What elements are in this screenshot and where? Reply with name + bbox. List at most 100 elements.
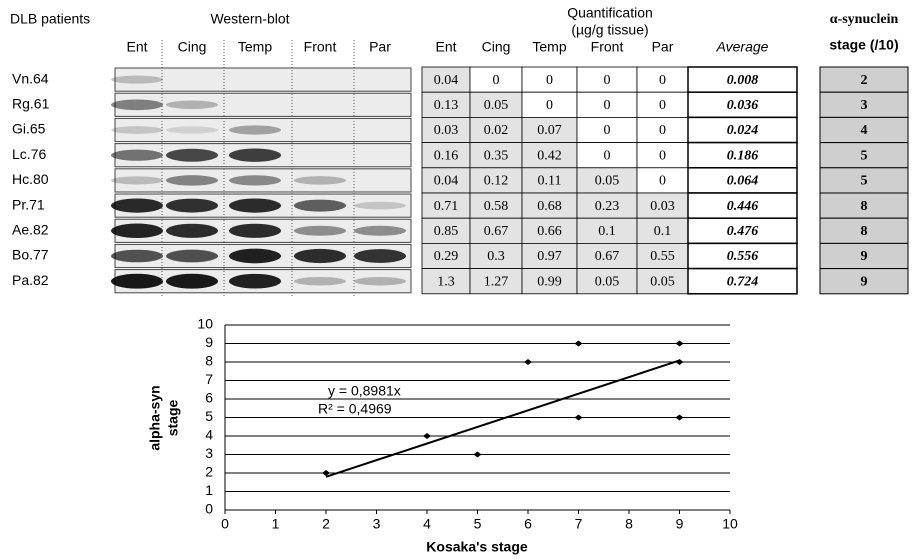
stage-value: 8 <box>861 199 868 214</box>
x-tick-label: 10 <box>722 516 738 532</box>
quant-value: 0 <box>659 73 666 88</box>
y-tick-label: 5 <box>205 408 213 424</box>
quant-value: 0.97 <box>537 249 562 264</box>
x-tick-label: 8 <box>625 516 633 532</box>
y-tick-label: 9 <box>205 334 213 350</box>
y-tick-label: 2 <box>205 464 213 480</box>
blot-band <box>354 202 406 210</box>
quant-column-header: Temp <box>532 39 566 55</box>
quant-value: 0.67 <box>595 249 620 264</box>
blot-band <box>294 277 346 286</box>
blot-column-header: Ent <box>126 39 147 55</box>
y-tick-label: 4 <box>205 427 213 443</box>
quant-value: 0.16 <box>434 148 459 163</box>
quant-value: 1.3 <box>437 274 455 289</box>
quant-value: 0.13 <box>434 98 459 113</box>
x-tick-label: 3 <box>373 516 381 532</box>
patient-label: Bo.77 <box>12 247 49 263</box>
blot-band <box>111 224 163 239</box>
stage-value: 3 <box>861 98 868 113</box>
average-value: 0.024 <box>727 123 759 138</box>
y-tick-label: 6 <box>205 390 213 406</box>
blot-band <box>166 126 218 133</box>
blot-band <box>354 249 406 263</box>
average-value: 0.008 <box>727 73 759 88</box>
y-tick-label: 3 <box>205 445 213 461</box>
quant-value: 0.04 <box>434 73 459 88</box>
point <box>676 415 684 421</box>
y-tick-label: 10 <box>197 316 213 332</box>
x-tick-label: 1 <box>272 516 280 532</box>
quant-value: 0.1 <box>654 224 672 239</box>
blot-column-header: Temp <box>238 39 272 55</box>
blot-title: DLB patients <box>10 11 90 27</box>
quant-title: Quantification <box>567 5 653 21</box>
blot-band <box>111 198 163 212</box>
patient-label: Ae.82 <box>12 222 49 238</box>
trend-r2: R² = 0,4969 <box>318 401 392 417</box>
trendline <box>326 360 680 476</box>
patient-label: Lc.76 <box>12 146 46 162</box>
point <box>524 359 532 365</box>
quant-value: 0 <box>659 174 666 189</box>
blot-band <box>111 274 163 289</box>
blot-column-header: Par <box>369 39 391 55</box>
quant-value: 1.27 <box>484 274 509 289</box>
blot-band <box>111 126 163 134</box>
stage-value: 2 <box>861 73 868 88</box>
quant-value: 0 <box>604 123 611 138</box>
quant-value: 0.71 <box>434 199 459 214</box>
blot-band <box>166 175 218 185</box>
blot-band <box>229 199 281 213</box>
stage-value: 9 <box>861 274 868 289</box>
quant-value: 0.66 <box>537 224 562 239</box>
quant-value: 0 <box>546 73 553 88</box>
quant-column-header: Cing <box>482 39 511 55</box>
quant-value: 0.67 <box>484 224 509 239</box>
y-tick-label: 7 <box>205 371 213 387</box>
blot-band <box>166 274 218 289</box>
stage-subtitle: stage (/10) <box>829 37 898 53</box>
point <box>676 341 684 347</box>
y-axis-label: stage <box>165 400 181 437</box>
stage-value: 4 <box>861 123 868 138</box>
blot-band <box>229 224 281 238</box>
x-tick-label: 6 <box>524 516 532 532</box>
x-tick-label: 5 <box>474 516 482 532</box>
blot-band <box>229 249 281 264</box>
y-axis-label: alpha-syn <box>147 385 163 450</box>
average-value: 0.186 <box>727 148 759 163</box>
quant-value: 0.85 <box>434 224 459 239</box>
point <box>575 415 583 421</box>
x-tick-label: 7 <box>575 516 583 532</box>
trend-equation: y = 0,8981x <box>328 383 401 399</box>
quant-value: 0 <box>659 98 666 113</box>
point <box>474 452 482 458</box>
quant-value: 0 <box>659 123 666 138</box>
stage-value: 5 <box>861 174 868 189</box>
x-tick-label: 9 <box>676 516 684 532</box>
patient-label: Rg.61 <box>12 96 50 112</box>
quant-value: 0.03 <box>434 123 459 138</box>
blot-band <box>229 274 281 289</box>
average-value: 0.064 <box>727 174 759 189</box>
stage-title: α-synuclein <box>830 12 899 27</box>
quant-value: 0.23 <box>595 199 620 214</box>
quant-value: 0 <box>604 98 611 113</box>
average-value: 0.476 <box>727 224 759 239</box>
quant-value: 0.02 <box>484 123 509 138</box>
patient-label: Vn.64 <box>12 70 49 86</box>
blot-band <box>354 226 406 236</box>
quant-value: 0.1 <box>598 224 616 239</box>
point <box>575 341 583 347</box>
quant-column-header: Par <box>652 39 674 55</box>
patient-label: Hc.80 <box>12 171 49 187</box>
patient-label: Pa.82 <box>12 272 49 288</box>
figure: DLB patients Western-blot Quantification… <box>0 0 918 560</box>
x-axis-label: Kosaka's stage <box>426 539 528 555</box>
quant-column-header: Front <box>591 39 624 55</box>
average-value: 0.724 <box>727 274 759 289</box>
quant-value: 0.42 <box>537 148 562 163</box>
quant-value: 0.12 <box>484 174 509 189</box>
quant-value: 0.11 <box>538 174 562 189</box>
